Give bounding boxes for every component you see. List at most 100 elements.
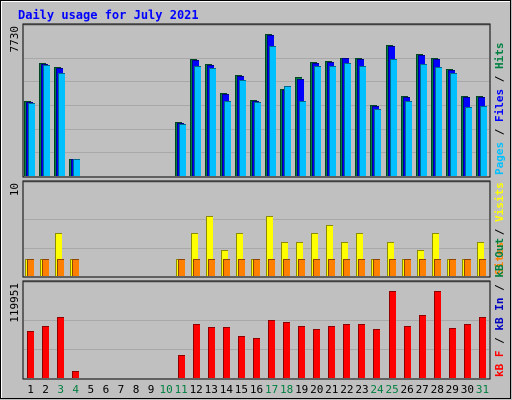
bar-pages-day-19 xyxy=(299,101,306,176)
bar-pages-day-28 xyxy=(435,67,442,176)
bar-sites-day-20 xyxy=(313,259,320,276)
y-max-label: 10 xyxy=(8,183,21,196)
x-label-day-5: 5 xyxy=(87,383,94,396)
panel-kbytes: 119951 kB F / kB In / kB Out xyxy=(8,238,506,380)
x-label-day-7: 7 xyxy=(118,383,125,396)
bar-kb-f-day-26 xyxy=(404,326,411,378)
bar-kb-f-day-30 xyxy=(464,324,471,378)
x-label-day-29: 29 xyxy=(446,383,459,396)
bar-sites-day-13 xyxy=(208,259,215,276)
bar-sites-day-14 xyxy=(223,259,230,276)
bar-pages-day-27 xyxy=(420,64,427,176)
bar-sites-day-22 xyxy=(343,259,350,276)
bar-sites-day-26 xyxy=(404,259,411,276)
legend-item-pages: Pages xyxy=(493,142,506,175)
bar-pages-day-24 xyxy=(374,109,381,176)
bar-visits-day-23 xyxy=(356,233,363,276)
x-label-day-1: 1 xyxy=(27,383,34,396)
x-label-day-25: 25 xyxy=(385,383,398,396)
legend-separator: / xyxy=(493,69,506,89)
bar-sites-day-21 xyxy=(328,259,335,276)
bar-kb-f-day-25 xyxy=(389,291,396,378)
bar-sites-day-4 xyxy=(72,259,79,276)
bar-kb-f-day-4 xyxy=(72,371,79,378)
x-label-day-15: 15 xyxy=(235,383,248,396)
bar-kb-f-day-14 xyxy=(223,327,230,378)
bar-pages-day-17 xyxy=(269,46,276,176)
x-label-day-9: 9 xyxy=(148,383,155,396)
legend-separator: / xyxy=(493,331,506,351)
x-label-day-3: 3 xyxy=(57,383,64,396)
y-max-label: 7730 xyxy=(8,26,21,53)
bar-pages-day-2 xyxy=(43,65,50,176)
bar-pages-day-1 xyxy=(28,103,35,176)
bar-sites-day-17 xyxy=(268,259,275,276)
x-label-day-8: 8 xyxy=(133,383,140,396)
bar-kb-f-day-27 xyxy=(419,315,426,378)
x-label-day-18: 18 xyxy=(280,383,293,396)
bar-visits-day-3 xyxy=(55,233,62,276)
bar-kb-f-day-28 xyxy=(434,291,441,378)
x-label-day-22: 22 xyxy=(340,383,353,396)
bar-kb-f-day-11 xyxy=(178,355,185,378)
bar-kb-f-day-20 xyxy=(313,329,320,378)
bar-pages-day-15 xyxy=(239,80,246,176)
bar-sites-day-15 xyxy=(238,259,245,276)
bar-kb-f-day-29 xyxy=(449,328,456,378)
chart-title: Daily usage for July 2021 xyxy=(18,8,199,22)
bar-pages-day-18 xyxy=(284,86,291,176)
bar-sites-day-28 xyxy=(434,259,441,276)
legend-separator: / xyxy=(493,222,506,242)
bar-visits-day-12 xyxy=(191,233,198,276)
bar-sites-day-16 xyxy=(253,259,260,276)
bar-pages-day-23 xyxy=(359,66,366,176)
bar-pages-day-4 xyxy=(73,159,80,176)
bar-sites-day-30 xyxy=(464,259,471,276)
x-label-day-28: 28 xyxy=(431,383,444,396)
legend-item-hits: Hits xyxy=(493,43,506,70)
bar-pages-day-11 xyxy=(179,124,186,176)
bar-pages-day-25 xyxy=(390,59,397,176)
bar-visits-day-15 xyxy=(236,233,243,276)
bar-kb-f-day-13 xyxy=(208,327,215,378)
bar-kb-f-day-12 xyxy=(193,324,200,378)
bar-kb-f-day-31 xyxy=(479,317,486,378)
bar-kb-f-day-16 xyxy=(253,338,260,378)
bar-sites-day-31 xyxy=(479,259,486,276)
bar-pages-day-30 xyxy=(465,107,472,176)
bar-kb-f-day-18 xyxy=(283,322,290,378)
panel-visits-sites: 10 Sites / Visits xyxy=(8,180,506,278)
bar-sites-day-24 xyxy=(373,259,380,276)
bar-kb-f-day-24 xyxy=(373,329,380,378)
bar-pages-day-26 xyxy=(405,101,412,176)
legend-item-kb-out: kB Out xyxy=(493,238,506,278)
bar-visits-day-17 xyxy=(266,216,273,276)
panel-frame xyxy=(22,180,491,278)
bar-visits-day-13 xyxy=(206,216,213,276)
bar-kb-f-day-1 xyxy=(27,331,34,378)
x-label-day-23: 23 xyxy=(355,383,368,396)
x-axis-labels: 1 2 3 4 5 6 7 8 9 10 11 12 13 14 15 16 17 18 19 20 21 22 23 24 2… xyxy=(27,383,489,396)
x-label-day-30: 30 xyxy=(461,383,474,396)
legend-item-kb-f: kB F xyxy=(493,351,506,378)
bar-kb-f-day-22 xyxy=(343,324,350,378)
bar-pages-day-20 xyxy=(314,66,321,176)
x-label-day-17: 17 xyxy=(265,383,278,396)
bar-visits-day-20 xyxy=(311,233,318,276)
bar-pages-day-31 xyxy=(480,106,487,176)
x-label-day-2: 2 xyxy=(42,383,49,396)
bar-pages-day-12 xyxy=(194,66,201,176)
x-label-day-16: 16 xyxy=(250,383,263,396)
bar-pages-day-29 xyxy=(450,73,457,176)
legend-kbytes: kB F / kB In / kB Out xyxy=(493,238,506,377)
bar-sites-day-29 xyxy=(449,259,456,276)
bar-sites-day-2 xyxy=(42,259,49,276)
legend-item-files: Files xyxy=(493,89,506,122)
x-label-day-4: 4 xyxy=(72,383,79,396)
bar-pages-day-13 xyxy=(209,68,216,176)
bar-sites-day-27 xyxy=(419,259,426,276)
legend-item-visits: Visits xyxy=(493,182,506,222)
panel-hits-files-pages: 7730 Pages / Files / Hits xyxy=(8,23,506,178)
